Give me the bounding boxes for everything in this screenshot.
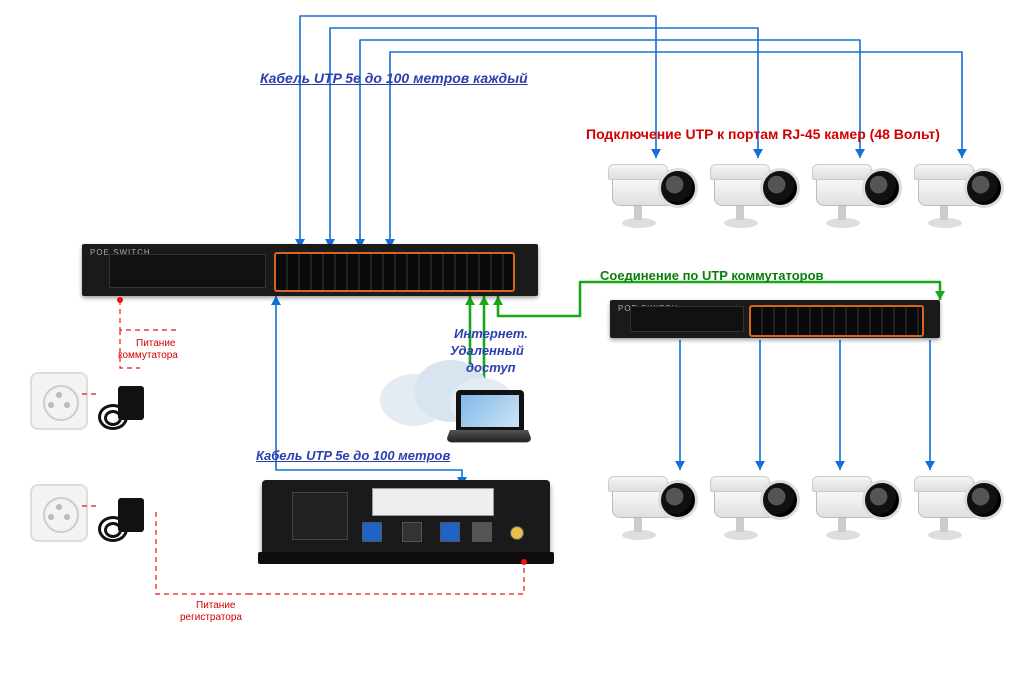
label-p_nvr: Питание (196, 600, 235, 611)
label-p_sw2: коммутатора (118, 350, 178, 361)
label-p_nvr2: регистратора (180, 612, 242, 623)
label-internet2: Удаленный (450, 343, 524, 358)
label-utp_each: Кабель UTP 5e до 100 метров каждый (260, 70, 528, 86)
label-p_sw: Питание (136, 338, 175, 349)
label-utp_100: Кабель UTP 5e до 100 метров (256, 448, 450, 463)
label-sw_link: Соединение по UTP коммутаторов (600, 268, 824, 283)
label-internet1: Интернет. (454, 326, 528, 341)
label-rj45: Подключение UTP к портам RJ-45 камер (48… (586, 126, 940, 142)
label-internet3: доступ (466, 360, 516, 375)
